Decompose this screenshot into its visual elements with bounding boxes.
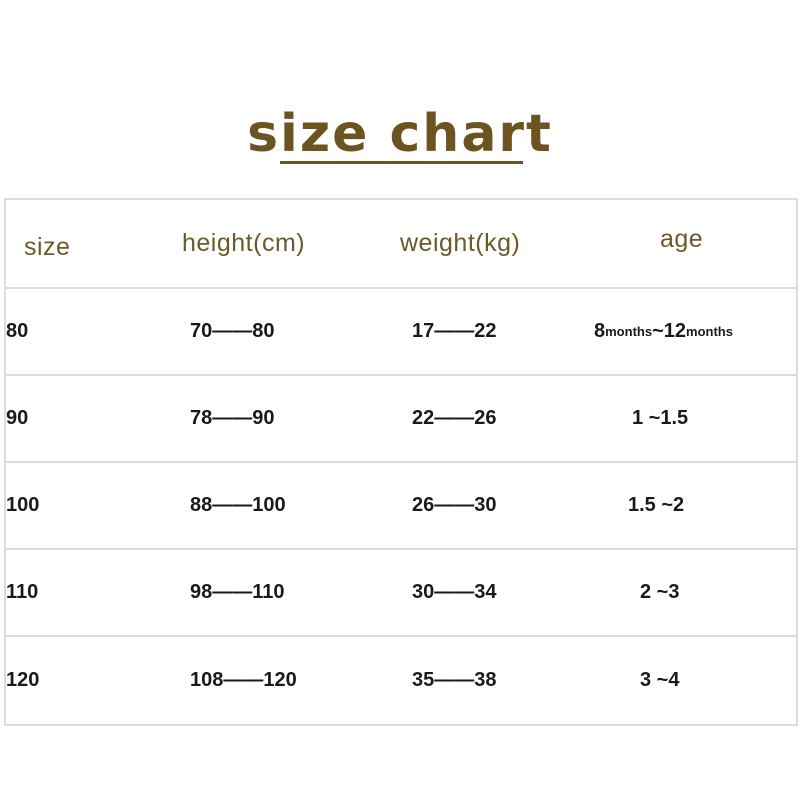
size-table: size height(cm) weight(kg) age 80 70——80… [4,198,798,726]
cell-weight: 17——22 [412,320,497,342]
header-size: size [24,233,71,261]
table-row: 100 88——100 26——30 1.5 ~2 [6,463,796,550]
cell-age: 3 ~4 [640,669,680,691]
cell-height: 108——120 [190,669,297,691]
table-row: 90 78——90 22——26 1 ~1.5 [6,376,796,463]
cell-weight: 30——34 [412,581,497,603]
cell-age: 2 ~3 [640,581,680,603]
table-header: size height(cm) weight(kg) age [6,200,796,289]
header-height: height(cm) [182,229,306,257]
page-title: size chart [247,104,553,164]
cell-weight: 35——38 [412,669,497,691]
cell-size: 110 [6,581,39,603]
cell-size: 80 [6,320,29,342]
header-weight: weight(kg) [400,229,521,257]
cell-age: 1 ~1.5 [632,407,689,429]
table-row: 120 108——120 35——38 3 ~4 [6,637,796,724]
table-row: 110 98——110 30——34 2 ~3 [6,550,796,637]
cell-height: 70——80 [190,320,275,342]
cell-height: 88——100 [190,494,286,516]
cell-height: 98——110 [190,581,285,603]
cell-size: 90 [6,407,29,429]
cell-size: 120 [6,669,40,691]
cell-age: 1.5 ~2 [628,494,685,516]
cell-age: 8 months ~12 months [594,320,733,342]
header-age: age [660,225,704,253]
cell-weight: 22——26 [412,407,497,429]
table-row: 80 70——80 17——22 8 months ~12 months [6,289,796,376]
cell-weight: 26——30 [412,494,497,516]
cell-height: 78——90 [190,407,275,429]
cell-size: 100 [6,494,40,516]
title-underline [280,161,523,164]
